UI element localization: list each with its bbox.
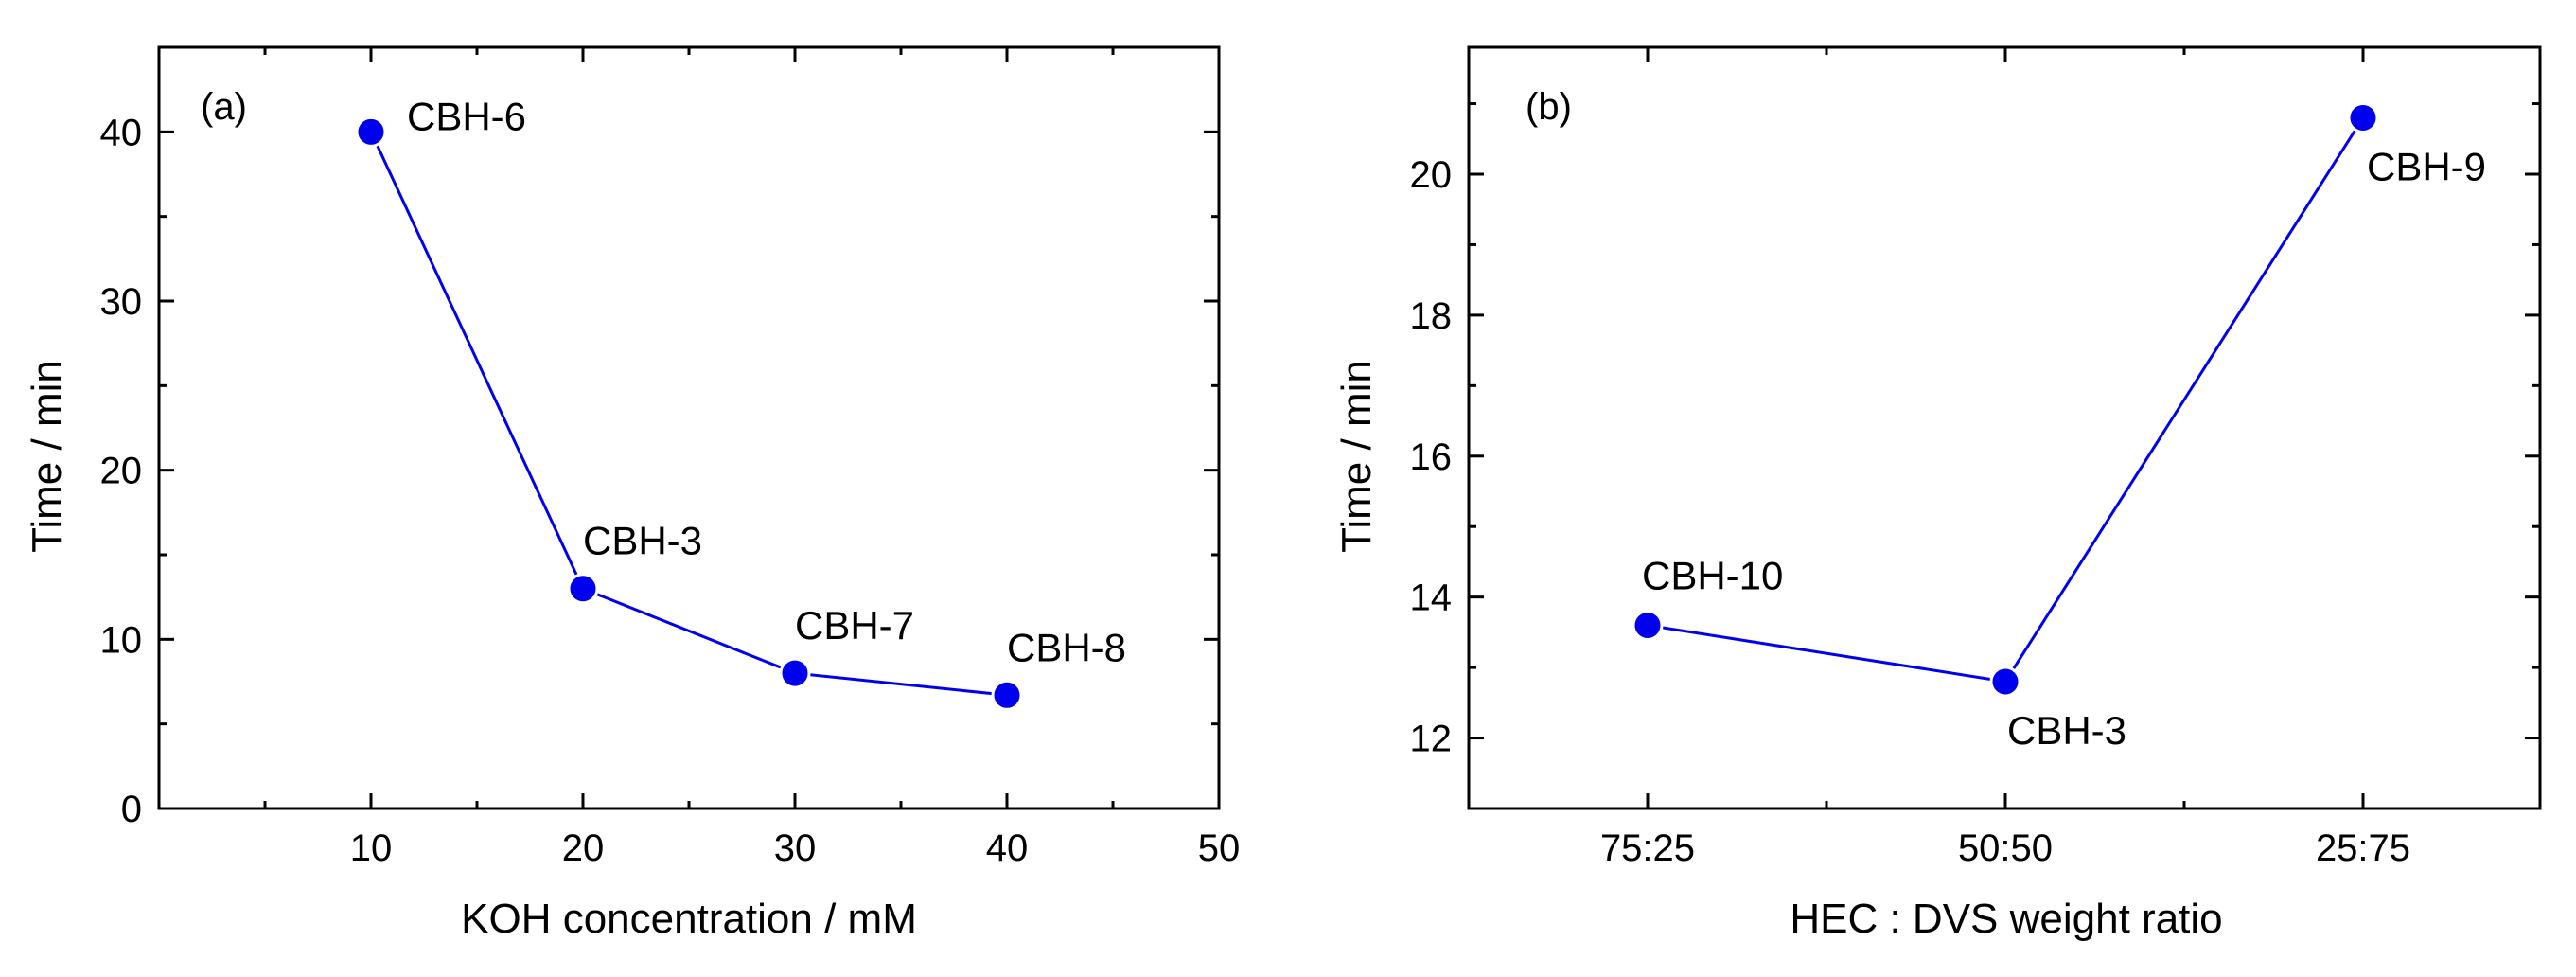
x-tick-label: 75:25 xyxy=(1600,827,1695,869)
x-axis-title-b: HEC : DVS weight ratio xyxy=(1790,896,2222,942)
data-point xyxy=(991,679,1023,711)
data-point xyxy=(355,115,387,148)
series-line-a xyxy=(369,131,1008,697)
x-axis-title-a: KOH concentration / mM xyxy=(461,896,917,942)
data-point-label: CBH-6 xyxy=(407,94,526,138)
y-axis-title-b: Time / min xyxy=(1333,360,1380,553)
data-point-label: CBH-7 xyxy=(795,603,914,648)
ticks-a xyxy=(159,47,1221,810)
data-point xyxy=(1632,609,1664,641)
y-tick-label: 0 xyxy=(121,789,142,830)
data-point-label: CBH-9 xyxy=(2367,144,2486,188)
x-tick-label: 50 xyxy=(1198,827,1241,869)
data-points-b xyxy=(1632,101,2379,698)
point-labels-a: CBH-6 CBH-3 CBH-7 CBH-8 xyxy=(407,94,1126,669)
data-point-label: CBH-3 xyxy=(2007,708,2126,753)
y-tick-label: 16 xyxy=(1410,436,1453,478)
x-tick-label: 20 xyxy=(562,827,605,869)
x-tick-label: 25:75 xyxy=(2316,827,2410,869)
x-tick-label: 30 xyxy=(774,827,817,869)
data-point-label: CBH-8 xyxy=(1007,625,1126,669)
y-tick-label: 20 xyxy=(100,451,143,492)
y-axis-title-a: Time / min xyxy=(24,360,70,553)
x-tick-label: 10 xyxy=(350,827,393,869)
data-point xyxy=(1989,666,2021,698)
data-point-label: CBH-10 xyxy=(1642,553,1783,597)
x-tick-label: 50:50 xyxy=(1958,827,2053,869)
data-point xyxy=(2347,101,2379,133)
y-tick-label: 40 xyxy=(100,112,143,153)
plot-frame-a xyxy=(157,45,1221,810)
point-labels-b: CBH-10 CBH-3 CBH-9 xyxy=(1642,144,2486,753)
y-tick-label: 18 xyxy=(1410,295,1453,337)
y-tick-label: 20 xyxy=(1410,154,1453,196)
data-points-a xyxy=(355,115,1023,711)
chart-panel-a: 10 20 30 40 50 0 10 20 30 40 CBH-6 CBH-3 CBH-7 CBH-8… xyxy=(24,45,1241,942)
y-tick-label: 12 xyxy=(1410,719,1453,760)
ticks-b xyxy=(1469,47,2540,810)
y-tick-label: 30 xyxy=(100,281,143,323)
panel-label-b: (b) xyxy=(1526,86,1572,128)
data-point xyxy=(779,657,811,689)
y-tick-label: 14 xyxy=(1410,577,1453,619)
data-point xyxy=(567,573,599,605)
tick-labels-a: 10 20 30 40 50 0 10 20 30 40 xyxy=(100,112,1241,869)
x-tick-label: 40 xyxy=(986,827,1029,869)
panel-label-a: (a) xyxy=(201,86,247,128)
tick-labels-b: 75:25 50:50 25:75 12 14 16 18 20 xyxy=(1410,154,2411,869)
y-tick-label: 10 xyxy=(100,619,143,661)
data-point-label: CBH-3 xyxy=(583,519,702,563)
